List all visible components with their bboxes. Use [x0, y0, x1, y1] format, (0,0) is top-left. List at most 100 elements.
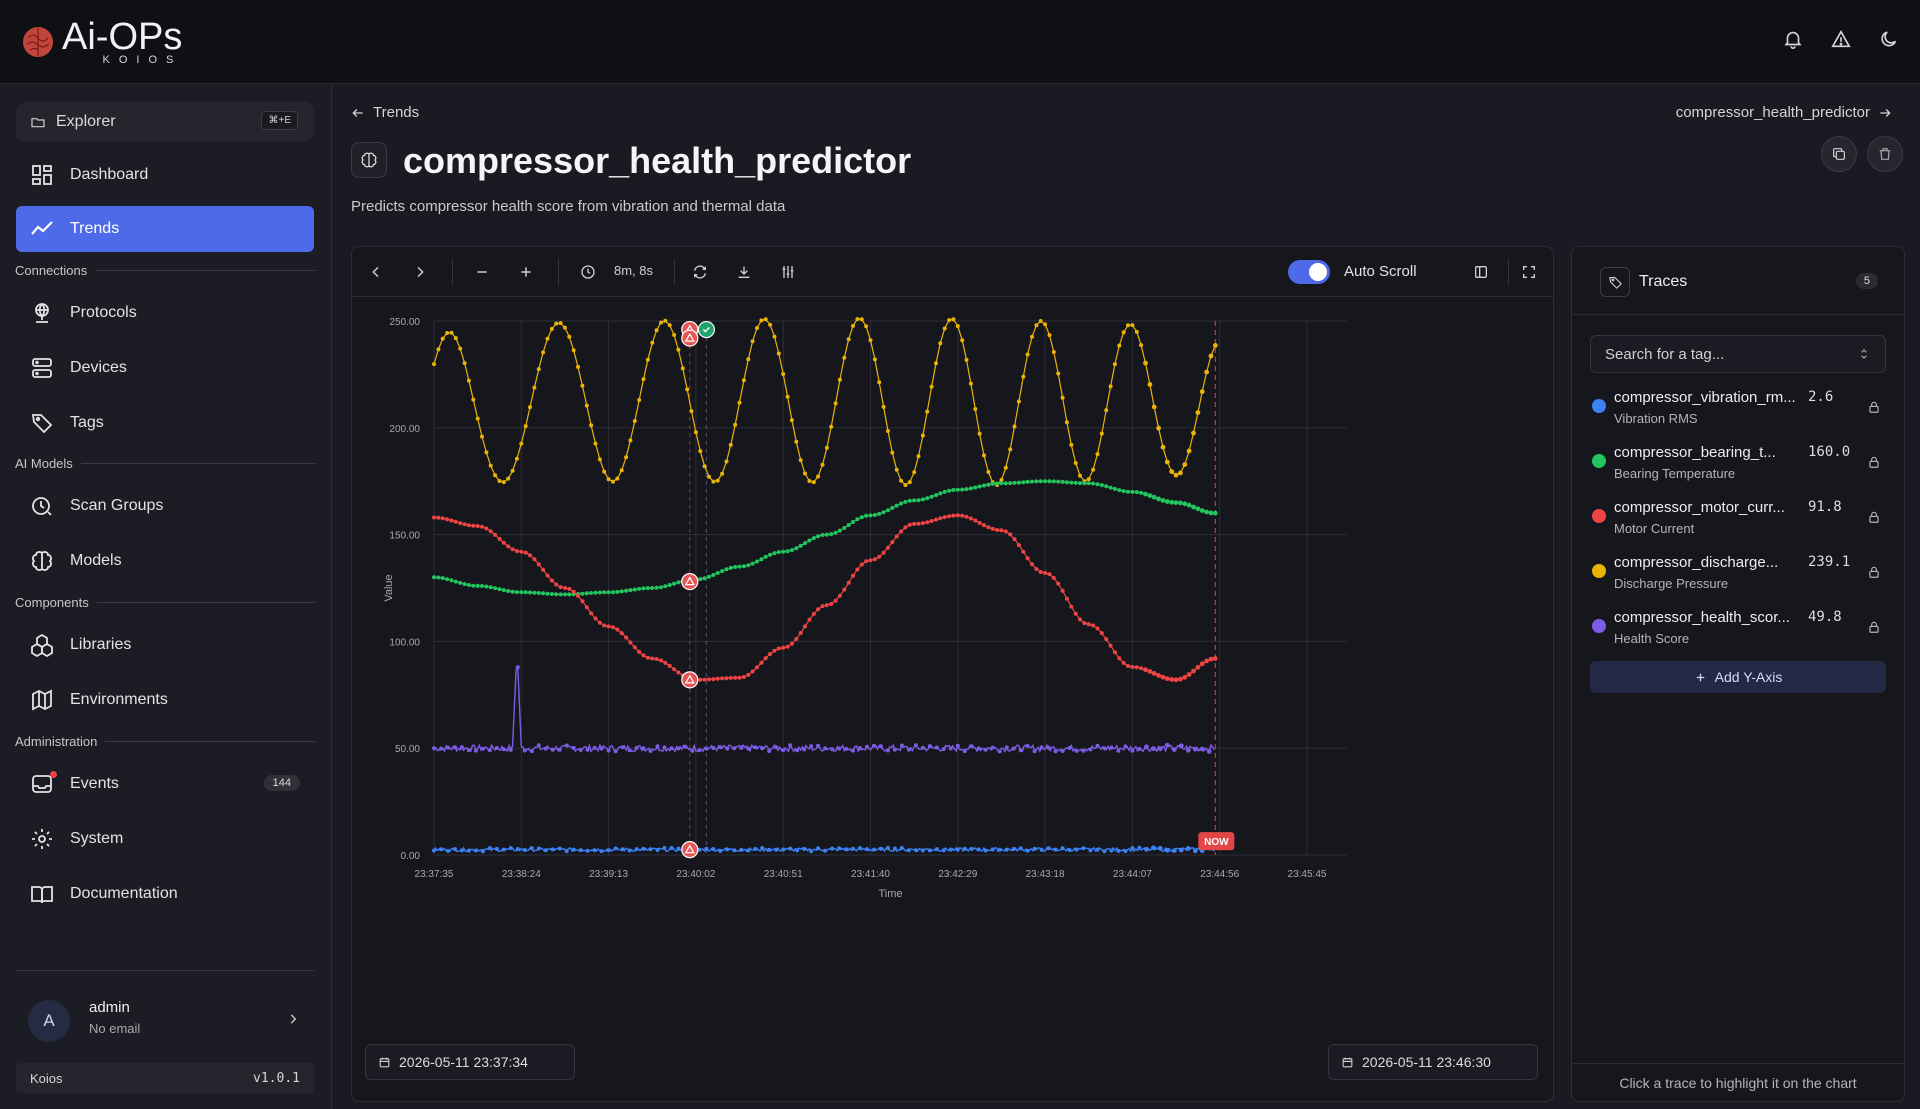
- data-point: [951, 488, 956, 492]
- sidebar-item-protocols[interactable]: Protocols: [16, 290, 314, 336]
- data-point: [962, 749, 967, 754]
- end-date-picker[interactable]: 2026-05-11 23:46:30: [1328, 1044, 1538, 1080]
- lock-icon[interactable]: [1867, 619, 1881, 635]
- data-point: [1164, 742, 1170, 748]
- org-name: Koios: [30, 1070, 63, 1086]
- data-point: [1038, 479, 1043, 484]
- refresh-button[interactable]: [688, 260, 712, 284]
- map-flag-icon: [32, 689, 52, 711]
- zoom-out-button[interactable]: [470, 260, 494, 284]
- data-point: [833, 401, 838, 406]
- panel-toggle-button[interactable]: [1469, 260, 1493, 284]
- lock-icon[interactable]: [1867, 454, 1881, 470]
- data-point: [1039, 847, 1044, 852]
- data-point: [704, 746, 709, 751]
- x-axis-label: Time: [878, 888, 902, 900]
- data-point: [768, 322, 773, 327]
- sidebar-item-documentation[interactable]: Documentation: [16, 871, 314, 917]
- data-point: [494, 745, 499, 750]
- data-point: [955, 487, 960, 492]
- sidebar-item-libraries[interactable]: Libraries: [16, 622, 314, 668]
- trace-item[interactable]: compressor_vibration_rm... Vibration RMS 2…: [1590, 387, 1890, 433]
- data-point: [750, 339, 755, 344]
- sidebar-item-environments[interactable]: Environments: [16, 677, 314, 723]
- pan-left-button[interactable]: [364, 260, 388, 284]
- data-point: [973, 407, 978, 411]
- trend-chart[interactable]: 0.00 50.00 100.00 150.00 200.00 250.00 23:37:3…: [352, 297, 1553, 1037]
- data-point: [855, 567, 860, 572]
- data-point: [493, 586, 498, 591]
- data-point: [781, 549, 786, 554]
- data-point: [894, 503, 899, 508]
- data-point: [1064, 596, 1069, 601]
- pan-right-button[interactable]: [408, 260, 432, 284]
- moon-icon[interactable]: [1878, 28, 1900, 50]
- data-point: [650, 656, 655, 661]
- data-point: [564, 849, 569, 854]
- sidebar-item-scan-groups[interactable]: Scan Groups: [16, 483, 314, 529]
- lock-icon[interactable]: [1867, 564, 1881, 580]
- trace-item[interactable]: compressor_motor_curr... Motor Current 91.…: [1590, 497, 1890, 543]
- data-point: [864, 559, 869, 564]
- model-link[interactable]: compressor_health_predictor: [1676, 104, 1892, 121]
- sidebar-item-tags[interactable]: Tags: [16, 400, 314, 446]
- data-point: [1095, 482, 1100, 487]
- trace-item[interactable]: compressor_discharge... Discharge Pressur…: [1590, 552, 1890, 598]
- data-point: [523, 424, 528, 429]
- sidebar-item-events[interactable]: Events 144: [16, 761, 314, 807]
- sliders-icon: [782, 266, 794, 278]
- data-point: [990, 526, 995, 531]
- chart-settings-button[interactable]: [776, 260, 800, 284]
- trace-color-dot: [1592, 454, 1606, 468]
- data-point: [934, 493, 938, 498]
- app-logo[interactable]: Ai-OPs KOIOS: [18, 14, 182, 70]
- data-point: [704, 846, 709, 851]
- data-point: [733, 422, 738, 427]
- tag-search-select[interactable]: Search for a tag...: [1590, 335, 1886, 373]
- sidebar-item-devices[interactable]: Devices: [16, 345, 314, 391]
- data-point: [837, 846, 842, 851]
- data-point: [772, 648, 777, 653]
- lock-icon[interactable]: [1867, 509, 1881, 525]
- download-button[interactable]: [732, 260, 756, 284]
- data-point: [851, 323, 855, 328]
- zoom-in-button[interactable]: [514, 260, 538, 284]
- data-point: [1199, 508, 1205, 513]
- data-point: [715, 478, 720, 483]
- data-point: [606, 748, 611, 753]
- data-point: [707, 474, 711, 479]
- data-point: [497, 479, 502, 483]
- bell-icon[interactable]: [1782, 28, 1804, 50]
- add-y-axis-button[interactable]: Add Y-Axis: [1590, 661, 1886, 693]
- auto-scroll-toggle[interactable]: [1288, 260, 1330, 284]
- duplicate-button[interactable]: [1821, 136, 1857, 172]
- fullscreen-button[interactable]: [1517, 260, 1541, 284]
- time-range-button[interactable]: [576, 260, 600, 284]
- data-point: [462, 522, 467, 527]
- breadcrumb-back[interactable]: Trends: [351, 104, 419, 121]
- trace-item[interactable]: compressor_bearing_t... Bearing Temperatu…: [1590, 442, 1890, 488]
- lock-icon[interactable]: [1867, 399, 1881, 415]
- data-point: [912, 521, 917, 526]
- data-point: [453, 745, 457, 750]
- data-point: [645, 357, 650, 362]
- data-point: [606, 590, 611, 595]
- data-point: [824, 445, 829, 450]
- time-range-label[interactable]: 8m, 8s: [614, 263, 654, 278]
- warning-icon[interactable]: [1830, 28, 1852, 50]
- sidebar-item-trends[interactable]: Trends: [16, 206, 314, 252]
- data-point: [432, 575, 436, 580]
- data-point: [1195, 410, 1201, 415]
- sidebar-item-models[interactable]: Models: [16, 538, 314, 584]
- sidebar-item-system[interactable]: System: [16, 816, 314, 862]
- data-point: [1008, 532, 1013, 537]
- trace-item[interactable]: compressor_health_scor... Health Score 49.…: [1590, 607, 1890, 653]
- sidebar-item-dashboard[interactable]: Dashboard: [16, 152, 314, 198]
- data-point: [589, 591, 594, 595]
- data-point: [768, 552, 773, 557]
- explorer-button[interactable]: Explorer ⌘+E: [16, 102, 314, 142]
- user-menu[interactable]: A admin No email: [28, 992, 318, 1048]
- data-point: [501, 540, 506, 545]
- start-date-picker[interactable]: 2026-05-11 23:37:34: [365, 1044, 575, 1080]
- delete-button[interactable]: [1867, 136, 1903, 172]
